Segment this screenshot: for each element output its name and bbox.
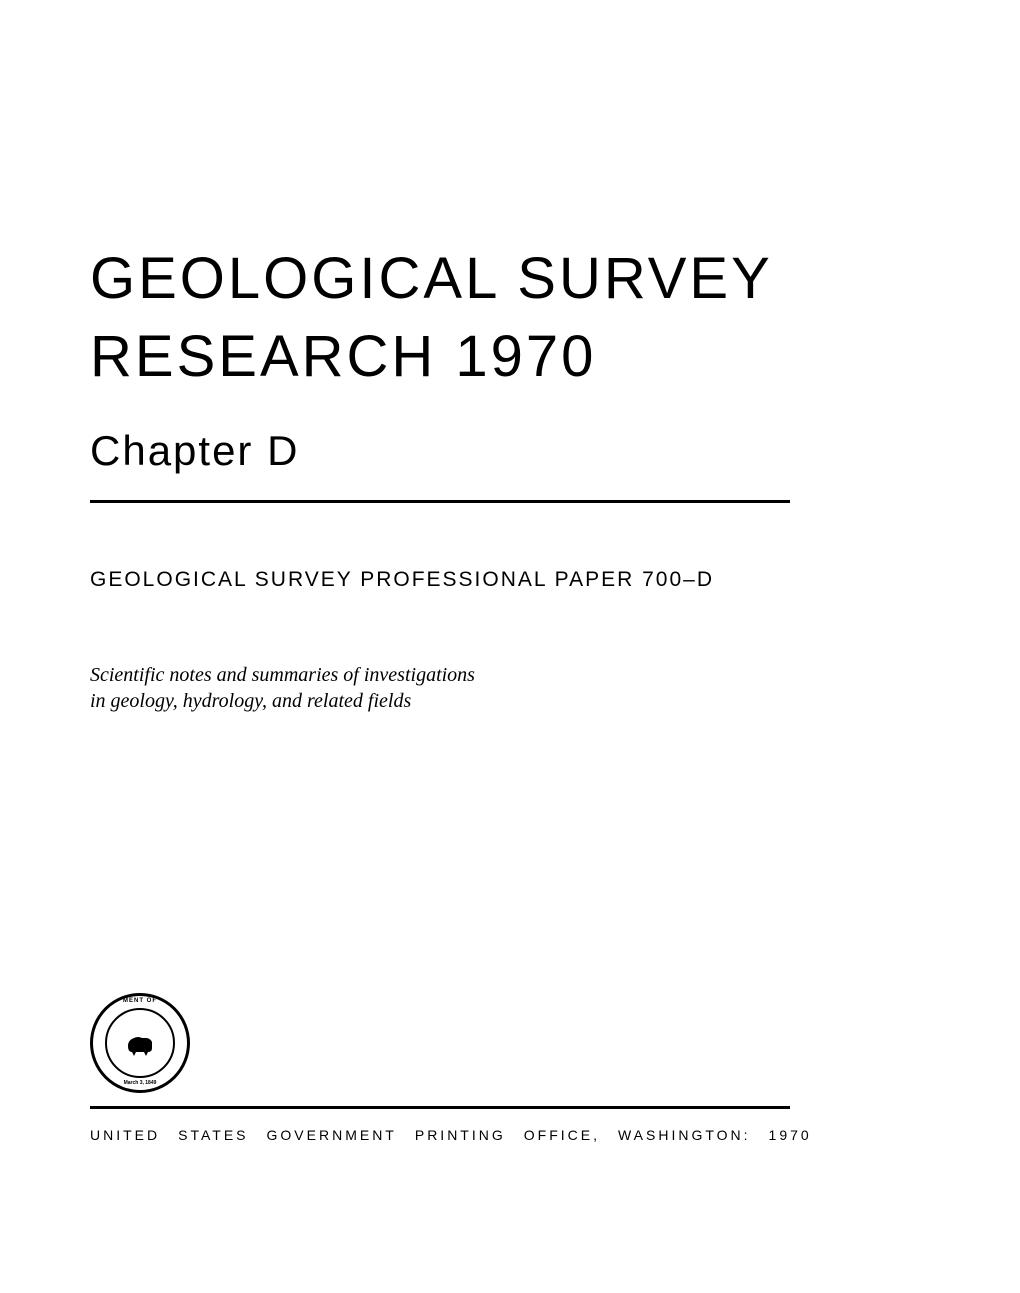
chapter-title: Chapter D <box>90 427 930 475</box>
title-divider <box>90 500 790 503</box>
seal-text-top: MENT OF <box>93 998 187 1004</box>
footer-publisher: UNITED STATES GOVERNMENT PRINTING OFFICE, WAS… <box>90 1127 930 1143</box>
seal-text-bottom: March 3, 1849 <box>93 1080 187 1086</box>
description-line-2: in geology, hydrology, and related field… <box>90 690 411 712</box>
seal-inner-ring <box>105 1008 175 1078</box>
page-footer: UNITED STATES GOVERNMENT PRINTING OFFICE, WAS… <box>90 1106 930 1143</box>
footer-word-4: PRINTING <box>415 1127 506 1143</box>
description-line-1: Scientific notes and summaries of invest… <box>90 664 475 686</box>
main-title: GEOLOGICAL SURVEY RESEARCH 1970 <box>90 240 930 397</box>
paper-subtitle: GEOLOGICAL SURVEY PROFESSIONAL PAPER 700… <box>90 568 930 592</box>
footer-year: 1970 <box>769 1127 812 1143</box>
footer-divider <box>90 1106 790 1109</box>
title-line-2: RESEARCH 1970 <box>90 324 596 389</box>
footer-word-1: UNITED <box>90 1127 160 1143</box>
title-line-1: GEOLOGICAL SURVEY <box>90 246 773 311</box>
seal-icon: MENT OF March 3, 1849 <box>90 993 190 1093</box>
bison-icon <box>120 1028 160 1058</box>
footer-word-6: WASHINGTON: <box>618 1127 751 1143</box>
footer-word-5: OFFICE, <box>524 1127 600 1143</box>
description-text: Scientific notes and summaries of invest… <box>90 662 590 714</box>
footer-word-3: GOVERNMENT <box>267 1127 397 1143</box>
department-seal: MENT OF March 3, 1849 <box>90 993 190 1093</box>
footer-word-2: STATES <box>178 1127 248 1143</box>
